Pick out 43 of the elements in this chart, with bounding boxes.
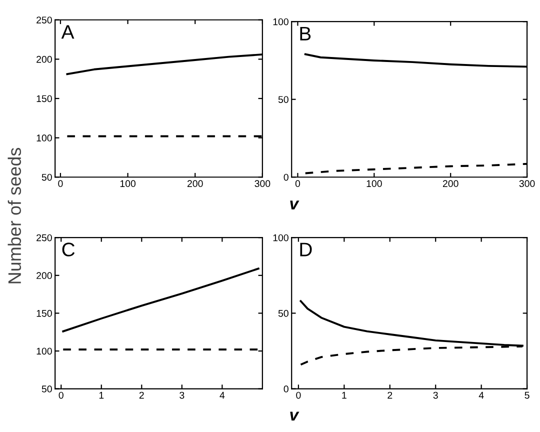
y-tick-label: 50	[278, 96, 288, 103]
x-tick-label: 4	[220, 392, 225, 399]
x-tick-label: 200	[187, 180, 203, 188]
chart-title: B	[300, 26, 311, 40]
chart-title: A	[61, 25, 74, 39]
x-tick-label: 1	[99, 392, 104, 399]
x-tick-label: 200	[442, 180, 458, 188]
x-tick-label: 300	[254, 180, 270, 188]
x-tick-label: 100	[120, 180, 136, 188]
chart-title: D	[300, 242, 312, 256]
x-tick-label: 1	[342, 392, 346, 399]
x-tick-label: 300	[519, 180, 535, 188]
y-tick-label: 50	[42, 174, 52, 181]
y-tick-label: 150	[36, 310, 52, 317]
y-tick-label: 250	[36, 234, 52, 242]
x-tick-label: 0	[296, 392, 301, 399]
y-tick-label: 100	[36, 348, 52, 355]
y-tick-label: 0	[284, 174, 288, 181]
x-tick-label: 2	[139, 392, 144, 399]
y-tick-label: 50	[42, 386, 52, 392]
y-tick-label: 200	[36, 56, 52, 63]
line-series	[62, 268, 260, 332]
x-tick-label: 5	[524, 392, 530, 399]
x-tick-label: 3	[433, 392, 438, 399]
x-tick-label: 4	[478, 392, 484, 399]
y-tick-label: 200	[36, 272, 52, 280]
y-tick-label: 100	[273, 234, 288, 242]
x-tick-label: 0	[58, 392, 64, 399]
x-tick-label: 2	[388, 392, 392, 399]
y-axis-title: Number of seeds	[8, 148, 22, 284]
x-tick-label: 3	[180, 392, 184, 399]
y-tick-label: 0	[284, 386, 288, 392]
x-tick-label: 100	[366, 180, 382, 188]
y-tick-label: 150	[36, 95, 52, 102]
y-tick-label: 50	[278, 310, 288, 317]
y-tick-label: 250	[36, 16, 52, 24]
x-tick-label: 0	[295, 180, 300, 188]
y-tick-label: 100	[36, 134, 52, 142]
y-tick-label: 100	[273, 18, 288, 26]
chart-title: C	[62, 242, 75, 256]
x-tick-label: 0	[58, 180, 63, 188]
x-axis-title: v	[290, 412, 300, 421]
x-axis-title: v	[290, 200, 300, 210]
